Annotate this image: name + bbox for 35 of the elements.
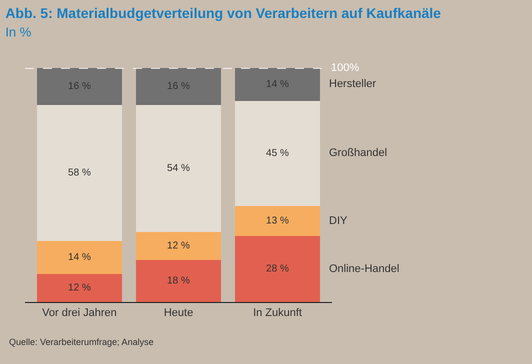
x-tick-label: In Zukunft: [253, 307, 302, 320]
bar: [37, 241, 122, 274]
series-label: Online-Handel: [329, 263, 400, 275]
data-label: 18 %: [167, 276, 190, 286]
data-label: 14 %: [68, 252, 91, 263]
bar: [235, 206, 320, 236]
data-label: 54 %: [167, 163, 190, 174]
data-label: 13 %: [266, 216, 289, 226]
bar: [136, 68, 221, 105]
bar: [37, 68, 122, 105]
bar: [235, 101, 320, 206]
x-tick-label: Vor drei Jahren: [42, 307, 117, 320]
data-label: 28 %: [266, 264, 289, 274]
ref-line-label: 100%: [331, 62, 360, 74]
series-label: Großhandel: [329, 147, 388, 159]
data-label: 14 %: [266, 79, 289, 90]
bar: [235, 68, 320, 101]
data-label: 12 %: [167, 240, 190, 252]
bar: [136, 105, 221, 232]
bar: [37, 105, 122, 241]
data-label: 45 %: [266, 148, 289, 159]
series-label: Hersteller: [329, 78, 376, 90]
bar: [136, 232, 221, 260]
bar: [37, 274, 122, 302]
bar: [136, 260, 221, 302]
chart-title: Abb. 5: Materialbudgetverteilung von Verarbeitern auf Kaufkanäle: [5, 5, 442, 22]
data-label: 16 %: [167, 81, 190, 92]
chart-subtitle: In %: [5, 24, 32, 40]
bar: [235, 236, 320, 302]
data-label: 58 %: [68, 168, 91, 178]
x-tick-label: Heute: [164, 307, 194, 320]
series-label: DIY: [329, 215, 348, 227]
source-note: Quelle: Verarbeiterumfrage; Analyse: [9, 337, 154, 347]
data-label: 12 %: [68, 282, 91, 294]
data-label: 16 %: [68, 81, 91, 92]
